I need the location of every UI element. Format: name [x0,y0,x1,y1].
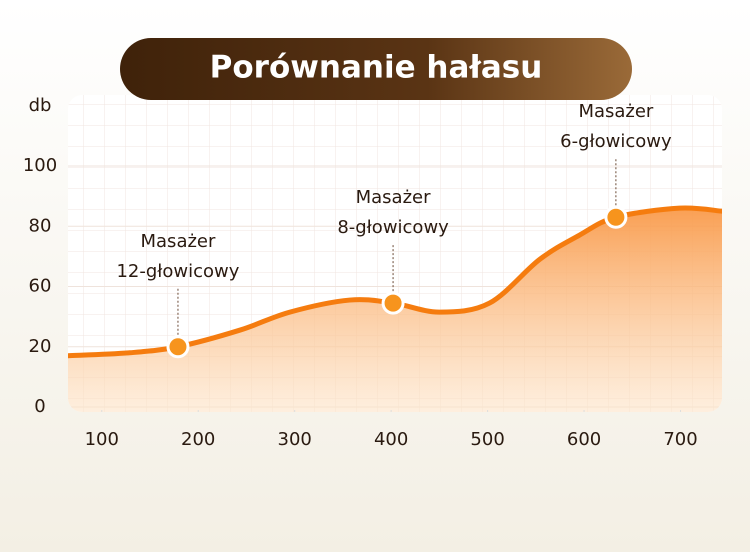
chart-title: Porównanie hałasu [210,50,543,86]
x-tick-label: 100 [85,429,119,450]
x-tick-label: 700 [663,429,697,450]
annotation-label: Masażer [141,231,216,252]
x-tick-label: 500 [470,429,504,450]
y-tick-label: 20 [29,336,52,357]
y-tick-label: 80 [29,215,52,236]
y-axis-label: db [29,95,52,116]
x-tick-label: 600 [567,429,601,450]
y-tick-label: 100 [23,155,57,176]
annotation-label: 6-głowicowy [560,131,672,152]
annotation-label: Masażer [578,101,653,122]
y-tick-label: 60 [29,276,52,297]
x-tick-label: 200 [181,429,215,450]
data-point [166,335,190,359]
title-pill [120,38,632,100]
x-tick-label: 400 [374,429,408,450]
data-point [381,291,405,315]
y-tick-label: 0 [34,396,45,417]
annotation-label: 8-głowicowy [337,217,449,238]
annotation-label: Masażer [356,187,431,208]
x-tick-label: 300 [278,429,312,450]
annotation-label: 12-głowicowy [116,261,239,282]
data-point [604,205,628,229]
